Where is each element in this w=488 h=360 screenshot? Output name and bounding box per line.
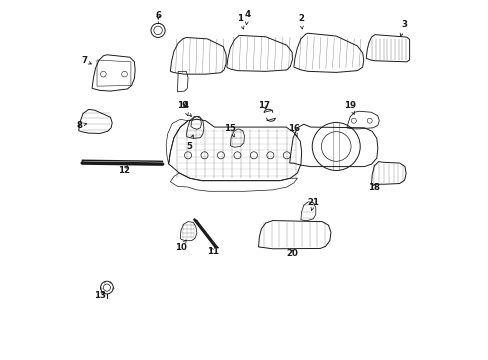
Text: 1: 1 — [237, 14, 244, 29]
Text: 21: 21 — [306, 198, 319, 210]
Text: 20: 20 — [285, 249, 298, 258]
Text: 11: 11 — [206, 247, 218, 256]
Text: 14: 14 — [176, 102, 191, 117]
Text: 5: 5 — [186, 135, 193, 151]
Text: 15: 15 — [224, 124, 236, 137]
Text: 17: 17 — [257, 101, 269, 110]
Text: 19: 19 — [344, 102, 356, 114]
Text: 12: 12 — [118, 166, 130, 175]
Text: 18: 18 — [367, 183, 379, 192]
Text: 13: 13 — [94, 291, 105, 300]
Text: 8: 8 — [76, 121, 86, 130]
Text: 7: 7 — [81, 56, 91, 65]
Text: 10: 10 — [175, 240, 186, 252]
Text: 16: 16 — [287, 124, 299, 136]
Text: 9: 9 — [181, 101, 188, 116]
Text: 4: 4 — [244, 10, 250, 25]
Text: 2: 2 — [297, 14, 304, 29]
Text: 3: 3 — [399, 20, 406, 36]
Text: 6: 6 — [155, 12, 161, 21]
